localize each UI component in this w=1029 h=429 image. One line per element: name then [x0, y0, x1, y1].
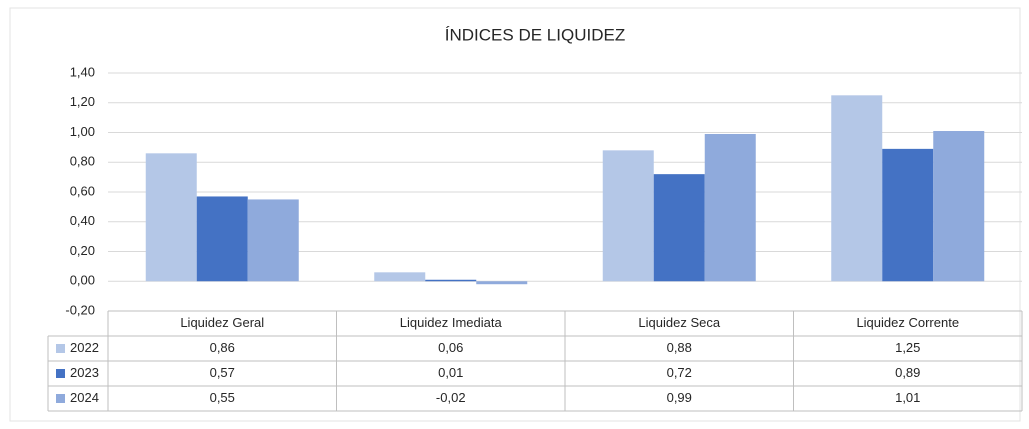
bar [602, 150, 654, 282]
table-value: 0,06 [438, 340, 463, 355]
bar [196, 196, 248, 282]
x-tick-label: Liquidez Seca [638, 315, 720, 330]
y-tick-label: 1,40 [70, 64, 95, 79]
table-value: 1,25 [895, 340, 920, 355]
table-value: -0,02 [436, 390, 466, 405]
x-tick-label: Liquidez Corrente [856, 315, 959, 330]
y-tick-label: 0,60 [70, 183, 95, 198]
bar [704, 133, 756, 282]
table-value: 1,01 [895, 390, 920, 405]
legend-label: 2023 [70, 365, 99, 380]
table-value: 0,89 [895, 365, 920, 380]
bar [831, 95, 883, 282]
y-tick-label: 1,20 [70, 94, 95, 109]
bar [425, 279, 477, 282]
y-tick-label: -0,20 [65, 302, 95, 317]
chart-title: ÍNDICES DE LIQUIDEZ [445, 25, 625, 44]
legend-key [56, 369, 65, 378]
x-tick-label: Liquidez Imediata [400, 315, 503, 330]
table-value: 0,55 [210, 390, 235, 405]
table-value: 0,99 [667, 390, 692, 405]
y-tick-label: 1,00 [70, 124, 95, 139]
bar [933, 131, 985, 282]
table-value: 0,88 [667, 340, 692, 355]
legend-key [56, 344, 65, 353]
legend-label: 2024 [70, 390, 99, 405]
y-tick-label: 0,40 [70, 213, 95, 228]
bar [476, 281, 528, 285]
table-value: 0,72 [667, 365, 692, 380]
bar [653, 174, 705, 282]
bar [145, 153, 197, 282]
bar [374, 272, 426, 282]
bar [247, 199, 299, 282]
legend-label: 2022 [70, 340, 99, 355]
y-tick-label: 0,80 [70, 154, 95, 169]
table-value: 0,57 [210, 365, 235, 380]
bar [882, 148, 934, 282]
table-value: 0,86 [210, 340, 235, 355]
y-tick-label: 0,20 [70, 243, 95, 258]
y-tick-label: 0,00 [70, 273, 95, 288]
x-tick-label: Liquidez Geral [180, 315, 264, 330]
legend-key [56, 394, 65, 403]
table-value: 0,01 [438, 365, 463, 380]
